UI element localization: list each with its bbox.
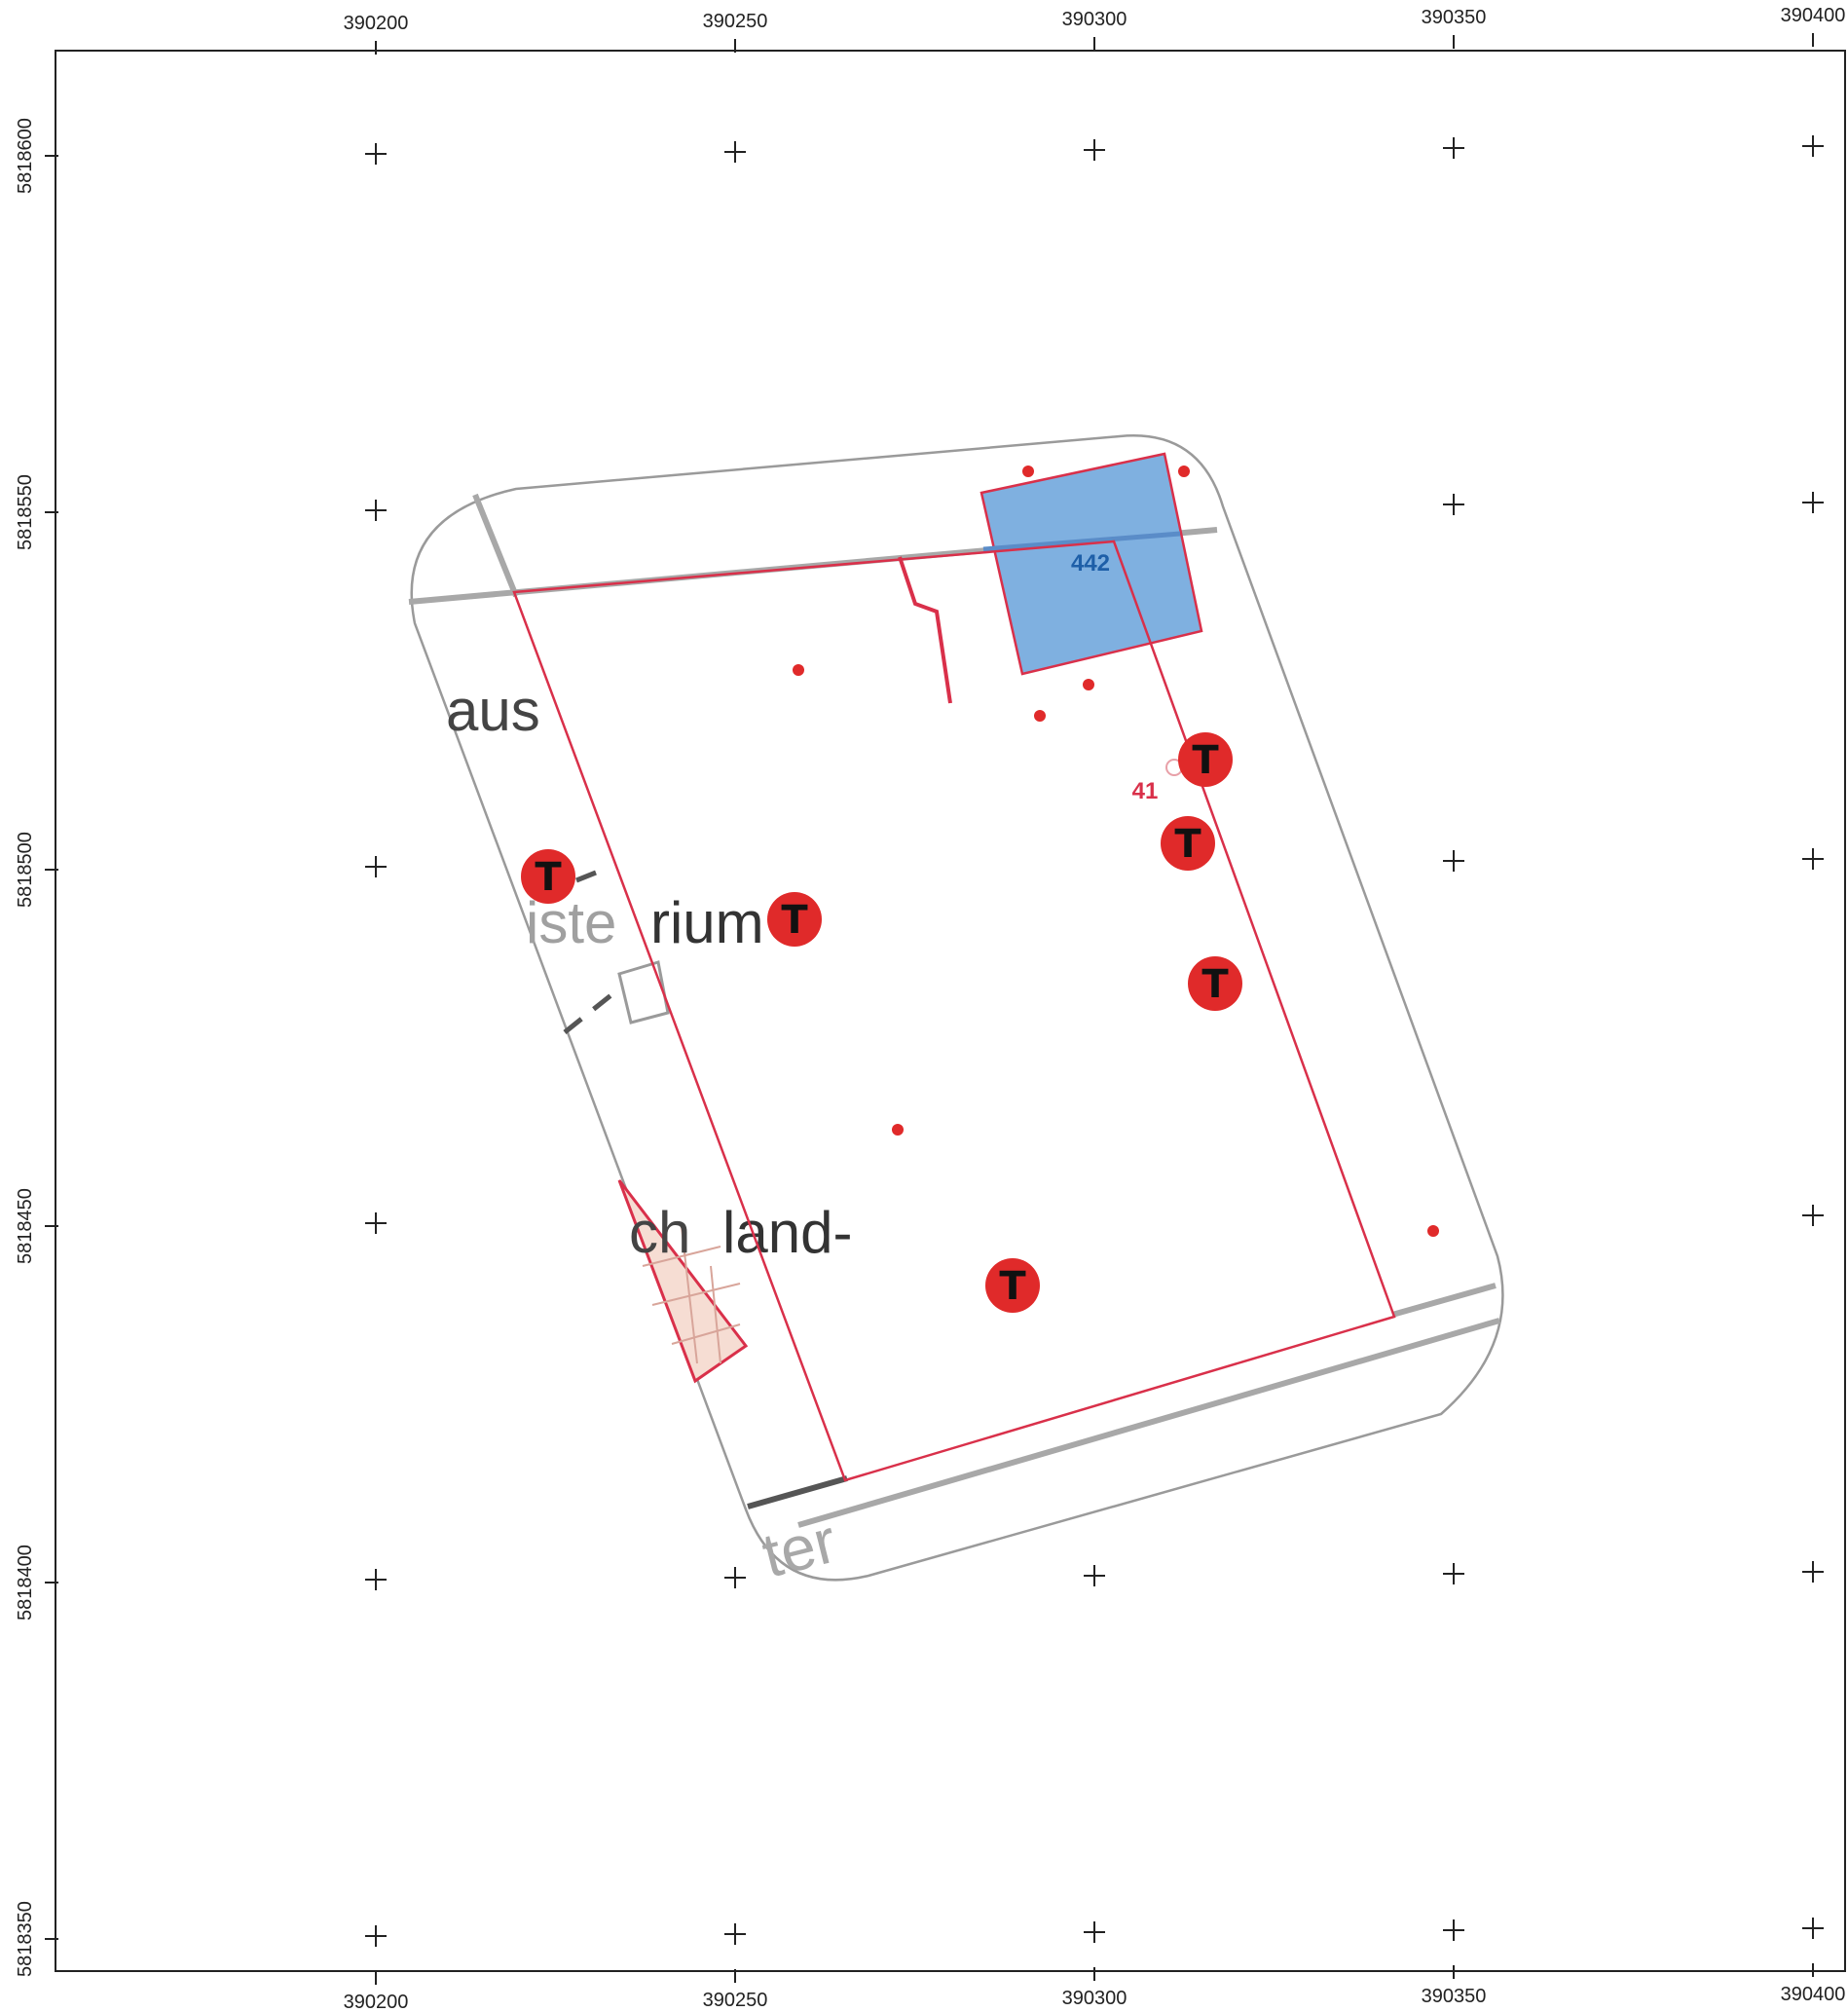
survey-dot (1083, 679, 1094, 690)
grid-cross (1443, 137, 1464, 159)
grid-cross (365, 1212, 387, 1234)
parcel-442[interactable] (979, 452, 1203, 676)
grid-cross (365, 1569, 387, 1590)
x-tick-label-bottom: 390250 (703, 1990, 768, 2011)
y-axis-ticks (45, 155, 58, 1940)
grid-cross (1802, 848, 1824, 870)
street-name-fragment: aus (446, 678, 540, 743)
x-tick-label-top: 390250 (703, 11, 768, 32)
grid-cross (365, 500, 387, 521)
tree-marker-circle (521, 849, 575, 904)
street-line-dark (747, 1475, 848, 1509)
grid-cross (365, 1925, 387, 1947)
grid-cross (1802, 1561, 1824, 1583)
grid-cross (1443, 1919, 1464, 1941)
grid-cross (1802, 492, 1824, 513)
grid-cross (724, 141, 746, 163)
street-name-fragment: land- (722, 1200, 852, 1265)
boundary-spur (898, 556, 952, 704)
x-tick-label-top: 390400 (1781, 5, 1846, 26)
hatch-lines (642, 1226, 741, 1364)
tree-marker-circle (767, 892, 822, 947)
y-tick-label: 5818600 (15, 118, 36, 194)
tree-marker-circle (1161, 816, 1215, 871)
grid-cross (1443, 494, 1464, 515)
street-line (1391, 1283, 1497, 1318)
tree-marker-icon[interactable]: T (767, 892, 822, 947)
tree-marker-letter: T (999, 1264, 1026, 1309)
map-excerpt: aus iste rium ch land- ter 442 41 (408, 434, 1504, 1591)
grid-cross (1443, 1563, 1464, 1584)
y-tick-label: 5818450 (15, 1188, 36, 1264)
street-name-fragment: ch (629, 1200, 690, 1265)
y-tick-label: 5818350 (15, 1901, 36, 1977)
tree-marker-letter: T (535, 855, 562, 900)
survey-dot (892, 1124, 904, 1136)
x-tick-label-top: 390200 (344, 13, 409, 34)
grid-cross (1084, 139, 1105, 161)
grid-cross (724, 1923, 746, 1945)
grid-cross (724, 1567, 746, 1588)
grid-cross (1084, 1921, 1105, 1943)
street-name-fragment: rium (650, 890, 764, 955)
survey-dot (1427, 1225, 1439, 1237)
y-tick-label: 5818400 (15, 1545, 36, 1621)
grid-cross (1802, 135, 1824, 157)
parcel-number-label: 442 (1071, 550, 1110, 577)
tree-marker-icon[interactable]: T (521, 849, 575, 904)
survey-dots (793, 466, 1439, 1237)
excerpt-outline (410, 434, 1504, 1582)
survey-dot (793, 664, 804, 676)
x-axis-top-ticks (375, 33, 1814, 55)
x-tick-label-bottom: 390350 (1422, 1986, 1487, 2007)
street-name-fragment: ter (756, 1506, 843, 1591)
tree-marker-letter: T (1192, 738, 1219, 783)
grid-cross (1802, 1205, 1824, 1226)
x-tick-label-bottom: 390300 (1062, 1988, 1127, 2009)
tree-marker-circle (1178, 732, 1233, 787)
dashed-line (563, 991, 615, 1034)
x-tick-label-top: 390300 (1062, 9, 1127, 30)
survey-dot (1178, 466, 1190, 477)
building-outline (617, 960, 670, 1025)
x-tick-label-bottom: 390200 (344, 1992, 409, 2012)
point-number-label: 41 (1132, 778, 1159, 804)
tree-marker-icon[interactable]: T (985, 1258, 1040, 1313)
tree-marker-letter: T (781, 898, 808, 943)
tree-marker-circle (985, 1258, 1040, 1313)
tree-marker-icon[interactable]: T (1161, 816, 1215, 871)
grid-cross (365, 856, 387, 877)
tree-marker-letter: T (1174, 822, 1201, 867)
x-tick-label-top: 390350 (1422, 7, 1487, 28)
grid-cross (365, 143, 387, 165)
tree-marker-icon[interactable]: T (1178, 732, 1233, 787)
grid-cross (1802, 1918, 1824, 1939)
tree-marker-icon[interactable]: T (1188, 956, 1242, 1011)
street-line (472, 493, 519, 598)
survey-dot (1034, 710, 1046, 722)
y-tick-label: 5818500 (15, 832, 36, 908)
x-axis-bottom-ticks (375, 1963, 1814, 1985)
property-boundary[interactable] (512, 540, 1396, 1482)
dashed-line (575, 870, 597, 883)
map-frame (55, 50, 1846, 1972)
parcel-street-segment (982, 531, 1181, 552)
survey-dot (1022, 466, 1034, 477)
y-tick-label: 5818550 (15, 474, 36, 550)
street-line (797, 1318, 1500, 1528)
tree-marker-letter: T (1201, 962, 1229, 1007)
x-tick-label-bottom: 390400 (1781, 1984, 1846, 2005)
grid-cross (1084, 1565, 1105, 1586)
tree-marker-circle (1188, 956, 1242, 1011)
grid-cross (1443, 850, 1464, 872)
